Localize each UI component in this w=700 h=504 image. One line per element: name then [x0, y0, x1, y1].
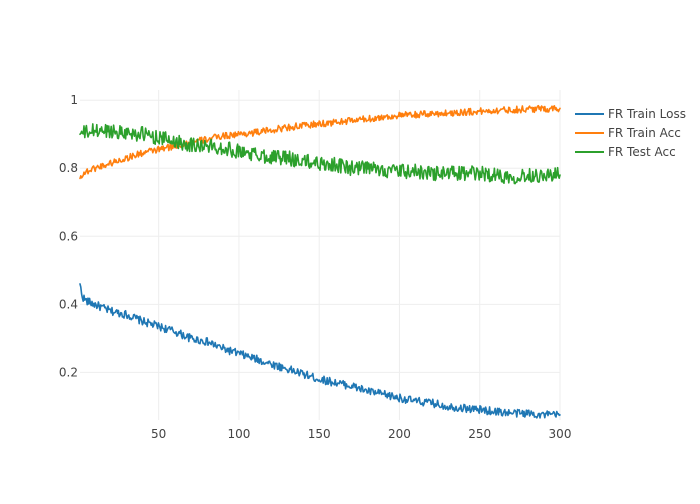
legend-item-fr-train-acc[interactable]: FR Train Acc: [575, 126, 681, 140]
y-tick-label: 0.4: [59, 297, 78, 311]
y-tick-label: 0.8: [59, 161, 78, 175]
x-axis-ticks: 50 100 150 200 250 300: [151, 427, 571, 441]
legend-item-fr-train-loss[interactable]: FR Train Loss: [575, 107, 686, 121]
y-tick-label: 0.6: [59, 229, 78, 243]
legend-label: FR Test Acc: [608, 145, 676, 159]
y-tick-label: 1: [70, 93, 78, 107]
legend-item-fr-test-acc[interactable]: FR Test Acc: [575, 145, 676, 159]
x-tick-label: 50: [151, 427, 166, 441]
y-tick-label: 0.2: [59, 365, 78, 379]
x-tick-label: 200: [388, 427, 411, 441]
series-line-fr-train-loss: [79, 283, 561, 419]
series-lines: [79, 104, 561, 419]
x-tick-label: 150: [308, 427, 331, 441]
x-tick-label: 300: [549, 427, 572, 441]
x-tick-label: 100: [227, 427, 250, 441]
series-line-fr-train-acc: [79, 104, 561, 180]
y-axis-ticks: 0.2 0.4 0.6 0.8 1: [59, 93, 78, 379]
series-line-fr-test-acc: [79, 123, 561, 185]
legend[interactable]: FR Train Loss FR Train Acc FR Test Acc: [575, 107, 686, 159]
x-tick-label: 250: [468, 427, 491, 441]
legend-label: FR Train Acc: [608, 126, 681, 140]
grid: [80, 90, 561, 420]
legend-label: FR Train Loss: [608, 107, 686, 121]
